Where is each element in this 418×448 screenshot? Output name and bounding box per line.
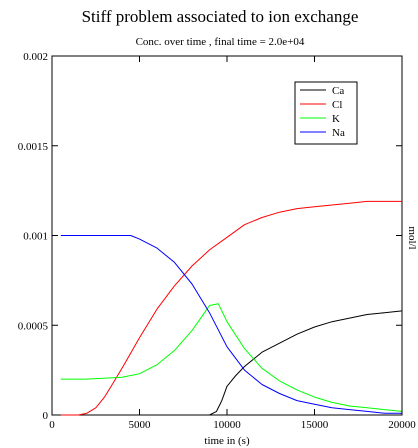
x-tick-label: 20000 xyxy=(388,419,416,431)
x-tick-label: 5000 xyxy=(129,419,152,431)
y-axis-label: mol/l xyxy=(406,226,418,249)
legend: Ca Cl K Na xyxy=(294,81,358,145)
x-tick-label: 0 xyxy=(49,419,55,431)
legend-label-k: K xyxy=(332,113,340,125)
y-tick-label: 0.0005 xyxy=(18,320,49,332)
chart-title: Stiff problem associated to ion exchange xyxy=(82,7,359,26)
series-line-na xyxy=(60,235,402,414)
series-line-cl xyxy=(60,200,402,416)
legend-box xyxy=(294,81,358,145)
y-tick-label: 0.002 xyxy=(23,51,48,63)
legend-label-cl: Cl xyxy=(332,99,342,111)
series-line-k xyxy=(60,303,403,412)
y-tick-label: 0.0015 xyxy=(18,141,49,153)
x-tick-label: 15000 xyxy=(301,419,329,431)
series-layer xyxy=(60,200,403,416)
legend-label-na: Na xyxy=(332,127,345,139)
legend-label-ca: Ca xyxy=(332,85,344,97)
chart-subtitle: Conc. over time , final time = 2.0e+04 xyxy=(136,36,305,48)
x-tick-label: 10000 xyxy=(213,419,241,431)
y-tick-label: 0.001 xyxy=(23,231,48,243)
ticks-layer: 0 5000 10000 15000 20000 0 0.0005 0.001 0.0015 0.… xyxy=(18,51,417,431)
y-tick-label: 0 xyxy=(43,410,49,422)
x-axis-label: time in (s) xyxy=(204,435,250,447)
series-line-ca xyxy=(60,310,403,416)
